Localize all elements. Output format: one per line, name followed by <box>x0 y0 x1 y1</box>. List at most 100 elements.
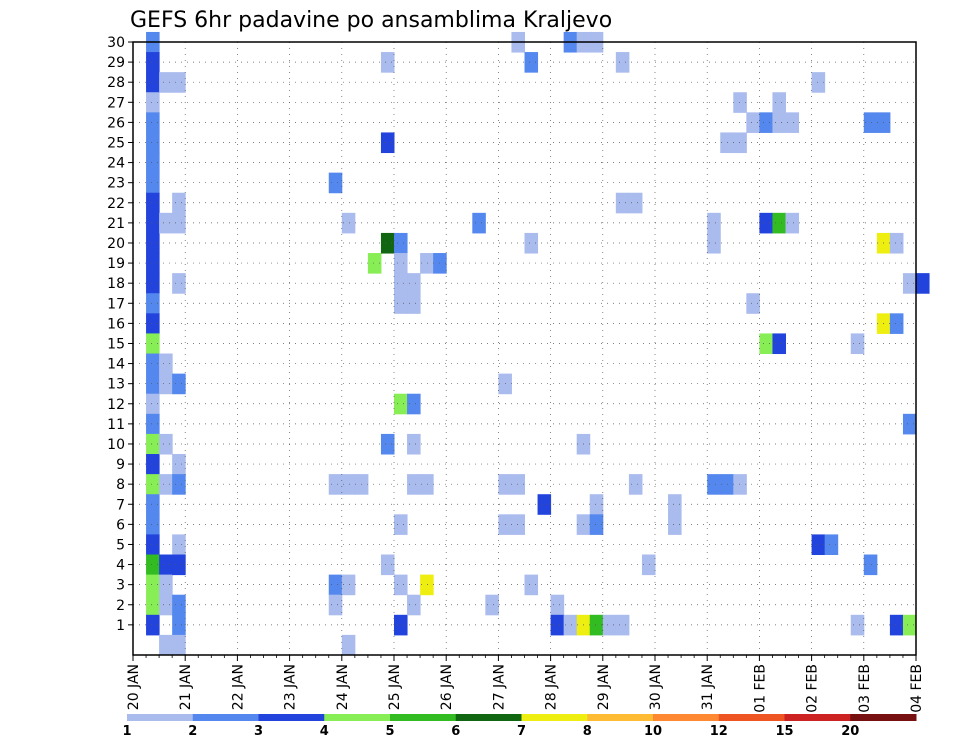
x-tick-label: 21 JAN <box>178 664 194 710</box>
x-tick-label: 22 JAN <box>230 664 246 710</box>
y-tick-label: 30 <box>107 35 125 51</box>
precip-cell <box>407 433 421 455</box>
chart-title: GEFS 6hr padavine po ansamblima Kraljevo <box>130 8 612 33</box>
precip-cell <box>172 72 186 93</box>
y-tick-label: 27 <box>107 95 125 111</box>
precip-cell <box>146 112 160 133</box>
precip-cell <box>472 212 486 234</box>
precip-cell <box>511 474 525 495</box>
legend-swatch <box>850 714 917 721</box>
precip-cell <box>159 212 173 234</box>
precip-cell <box>380 232 395 254</box>
precip-cell <box>172 454 186 475</box>
legend-swatch <box>258 714 325 721</box>
precip-cell <box>615 192 630 214</box>
precip-cell <box>733 92 747 113</box>
precip-cell <box>328 474 343 495</box>
precip-cell <box>746 112 760 133</box>
precip-cell <box>394 393 408 415</box>
precip-cell <box>146 293 160 314</box>
legend-label: 4 <box>320 724 329 739</box>
x-tick-label: 30 JAN <box>648 664 664 710</box>
precip-cell <box>172 634 186 656</box>
precip-cell <box>589 494 604 515</box>
precip-cell <box>863 554 878 576</box>
precip-cell <box>328 172 343 194</box>
precip-cell <box>916 273 930 294</box>
y-tick-label: 9 <box>116 457 125 473</box>
precip-cell <box>172 554 186 576</box>
precip-cell <box>628 474 643 495</box>
y-tick-label: 24 <box>107 156 125 172</box>
x-axis: 20 JAN 21 JAN 22 JAN 23 JAN 24 JAN 25 JAN 26 J… <box>126 655 925 713</box>
precip-cell <box>159 574 173 596</box>
precip-cell <box>394 574 408 596</box>
x-tick-label: 28 JAN <box>544 664 560 710</box>
precip-cell <box>146 152 160 174</box>
precip-cell <box>394 293 408 314</box>
precip-cell <box>159 373 173 395</box>
precip-cell <box>785 212 800 234</box>
precip-cell <box>172 273 186 294</box>
precip-cell <box>394 273 408 294</box>
precip-cell <box>146 554 160 576</box>
precip-cell <box>146 614 160 636</box>
precip-cell <box>328 594 343 616</box>
precip-cell <box>902 614 917 636</box>
y-tick-label: 20 <box>107 236 125 252</box>
precip-cell <box>172 614 186 636</box>
y-tick-label: 1 <box>116 618 125 634</box>
legend-label: 2 <box>188 724 197 739</box>
x-tick-label: 27 JAN <box>491 664 507 710</box>
precip-cell <box>407 594 421 616</box>
y-tick-label: 25 <box>107 135 125 151</box>
precip-cell <box>824 534 839 556</box>
color-legend: 1 2 3 4 5 6 7 8 10 12 15 20 <box>122 714 917 739</box>
precip-cell <box>746 293 760 314</box>
precip-cell <box>146 534 160 556</box>
precip-cell <box>772 112 786 133</box>
precip-cell <box>380 554 395 576</box>
precip-cell <box>146 373 160 395</box>
precip-cell <box>146 494 160 515</box>
precip-cell <box>641 554 656 576</box>
precip-cell <box>759 212 773 234</box>
precip-cell <box>380 52 395 73</box>
precip-cell <box>146 253 160 274</box>
precip-cell <box>407 474 421 495</box>
precip-cell <box>159 634 173 656</box>
precip-cell <box>146 172 160 194</box>
precip-cell <box>563 614 578 636</box>
precip-cell <box>341 634 356 656</box>
precip-cell <box>759 333 773 355</box>
precip-cell <box>394 514 408 535</box>
precip-cell <box>394 232 408 254</box>
precip-cell <box>394 614 408 636</box>
precip-cell <box>420 474 434 495</box>
y-tick-label: 3 <box>116 578 125 594</box>
precip-cell <box>146 574 160 596</box>
precip-cell <box>772 92 786 113</box>
precip-cell <box>172 373 186 395</box>
x-tick-label: 23 JAN <box>283 664 299 710</box>
precip-cell <box>159 474 173 495</box>
y-tick-label: 21 <box>107 216 125 232</box>
precip-cell <box>850 333 865 355</box>
precip-cell <box>615 52 630 73</box>
y-tick-label: 23 <box>107 176 125 192</box>
plot-frame <box>132 41 917 656</box>
legend-label: 3 <box>254 724 263 739</box>
precip-cell <box>407 273 421 294</box>
precip-cell <box>615 614 630 636</box>
precip-cell <box>420 574 434 596</box>
precip-cell <box>172 594 186 616</box>
precip-cell <box>772 333 786 355</box>
precip-cell <box>172 212 186 234</box>
precip-cell <box>668 514 682 535</box>
y-axis: 1234567891011121314151617181920212223242… <box>107 35 133 634</box>
precip-cell <box>146 52 160 73</box>
legend-swatch <box>521 714 588 721</box>
y-tick-label: 10 <box>107 437 125 453</box>
precip-cell <box>733 132 747 154</box>
